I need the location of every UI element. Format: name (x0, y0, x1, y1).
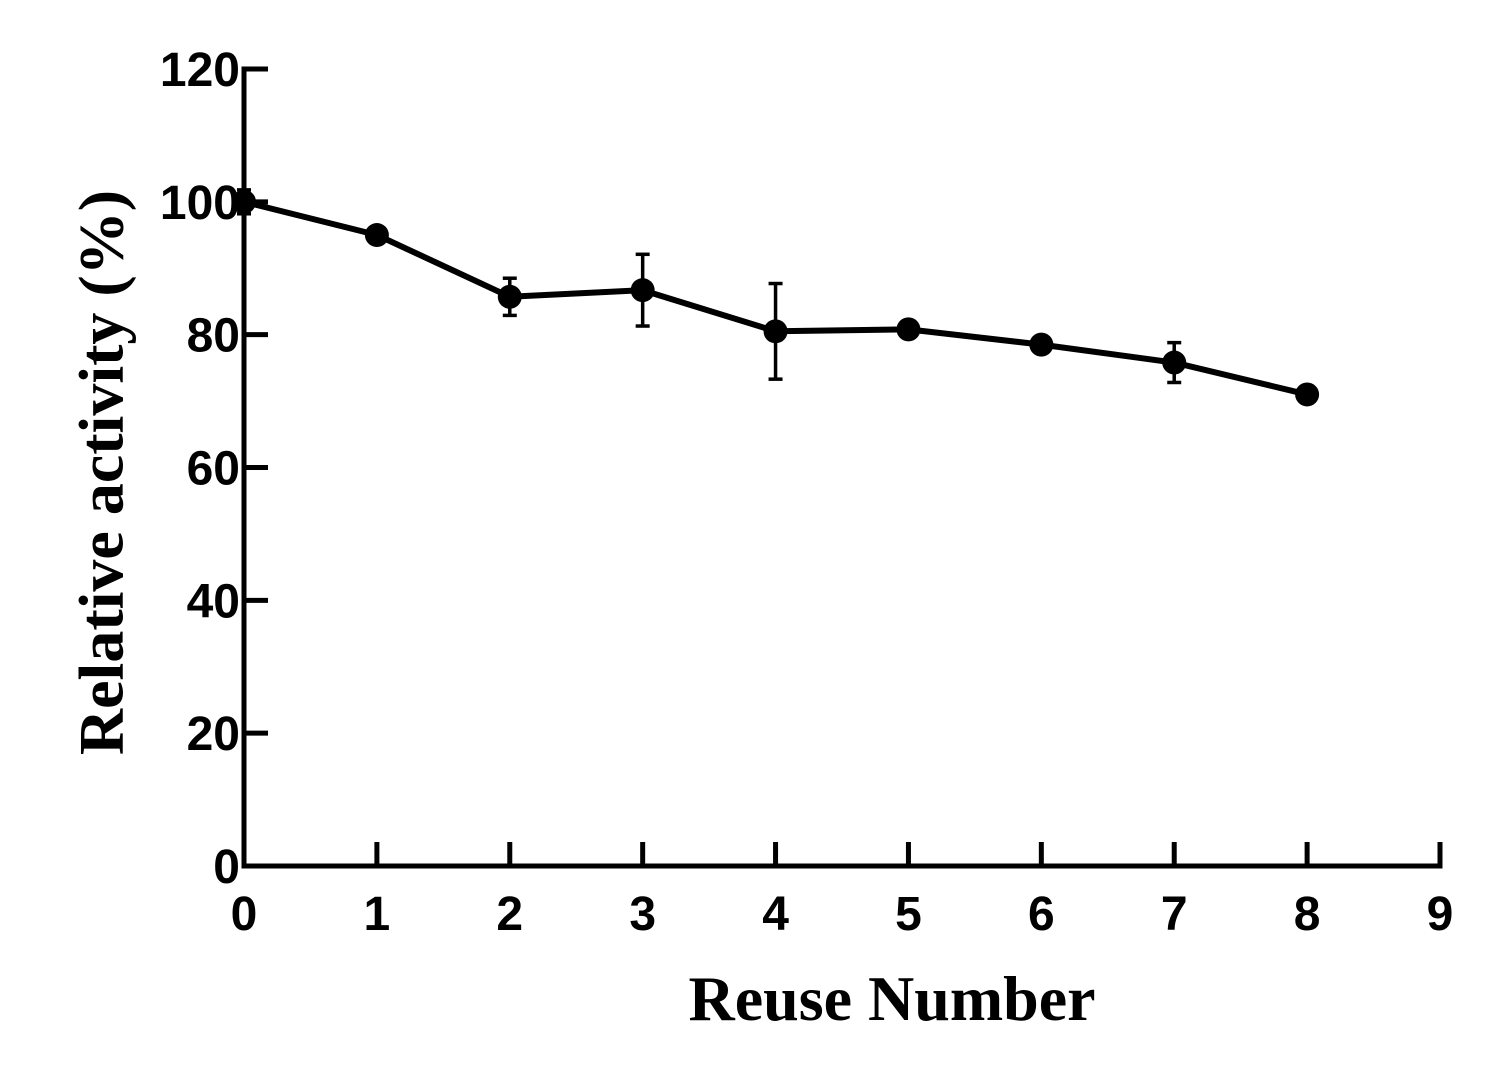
y-tick-label: 20 (187, 708, 240, 761)
ticks (241, 66, 1443, 869)
y-tick-label: 60 (187, 443, 240, 496)
data-point (1295, 382, 1320, 407)
x-tick-label: 7 (1161, 888, 1188, 941)
y-tick-label: 120 (160, 44, 240, 97)
y-tick-label: 100 (160, 177, 240, 230)
x-tick-label: 2 (496, 888, 523, 941)
x-tick-label: 5 (895, 888, 922, 941)
data-point (763, 319, 788, 344)
x-tick-label: 0 (231, 888, 258, 941)
y-tick-label: 0 (213, 841, 240, 894)
x-tick-label: 8 (1294, 888, 1321, 941)
data-point (497, 284, 522, 309)
data-point (1162, 350, 1187, 375)
data-point (232, 189, 256, 214)
axes (241, 66, 1443, 869)
series (232, 188, 1320, 407)
data-point (896, 317, 921, 342)
y-tick-label: 80 (187, 310, 240, 363)
y-tick-label: 40 (187, 575, 240, 628)
data-point (1029, 332, 1054, 357)
data-point (630, 278, 655, 303)
data-point (364, 223, 389, 248)
x-tick-label: 4 (762, 888, 789, 941)
tick-labels: 0 1 2 3 4 5 6 7 8 9 0 20 40 60 80 100 120 (160, 44, 1453, 941)
x-tick-label: 6 (1028, 888, 1055, 941)
x-tick-label: 1 (364, 888, 391, 941)
x-tick-label: 9 (1427, 888, 1454, 941)
x-tick-label: 3 (629, 888, 656, 941)
x-axis-title: Reuse Number (688, 963, 1095, 1034)
y-axis-title: Relative activity (%) (65, 190, 136, 755)
